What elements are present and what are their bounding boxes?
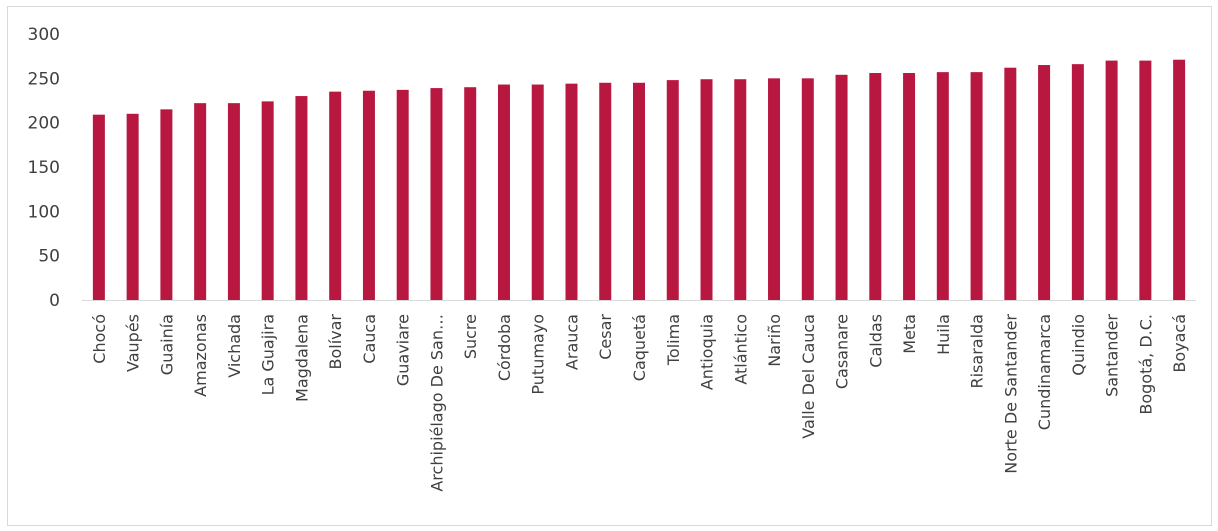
x-category-label: Cesar <box>596 314 615 360</box>
x-category-label: Santander <box>1103 314 1122 397</box>
x-category-label: Cundinamarca <box>1035 314 1054 430</box>
bar <box>92 114 105 300</box>
bar <box>835 74 848 300</box>
x-category-label: Amazonas <box>191 314 210 397</box>
x-category-label: Quindio <box>1069 314 1088 376</box>
x-category-label: Valle Del Cauca <box>799 314 818 439</box>
x-category-label: Huila <box>934 314 953 355</box>
bar <box>1004 67 1017 301</box>
bar <box>1139 60 1152 300</box>
x-category-label: Putumayo <box>529 314 548 395</box>
y-tick-label: 100 <box>28 202 60 222</box>
x-category-label: Casanare <box>833 314 852 389</box>
bar <box>464 87 477 300</box>
bar <box>936 72 949 300</box>
bar <box>565 83 578 300</box>
bar <box>497 84 510 300</box>
x-category-label: Caldas <box>866 314 885 368</box>
bar <box>734 79 747 300</box>
x-category-label: Chocó <box>90 314 109 364</box>
x-category-label: La Guajira <box>259 314 278 395</box>
x-category-label: Bogotá, D.C. <box>1136 314 1155 415</box>
y-tick-label: 200 <box>28 114 60 134</box>
bar <box>227 103 240 300</box>
bar <box>768 78 781 300</box>
bar <box>1173 59 1186 300</box>
x-category-label: Caquetá <box>630 314 649 381</box>
x-category-label: Nariño <box>765 314 784 367</box>
x-category-label: Meta <box>900 314 919 354</box>
x-category-label: Antioquia <box>698 314 717 390</box>
y-tick-label: 150 <box>28 158 60 178</box>
y-tick-label: 250 <box>28 69 60 89</box>
x-category-label: Sucre <box>461 314 480 359</box>
x-category-label: Archipiélago De San… <box>427 314 446 492</box>
x-category-label: Guaviare <box>394 314 413 386</box>
bar <box>362 90 375 300</box>
bar <box>329 91 342 300</box>
bar <box>599 82 612 301</box>
x-category-label: Magdalena <box>292 314 311 402</box>
x-category-label: Norte De Santander <box>1001 314 1020 474</box>
bar <box>666 80 679 301</box>
bar <box>194 103 207 300</box>
bar <box>970 72 983 300</box>
bar <box>396 89 409 300</box>
bar <box>633 82 645 301</box>
bar <box>430 88 443 300</box>
y-tick-label: 0 <box>49 291 60 311</box>
x-category-label: Guainía <box>157 314 176 375</box>
x-category-label: Vaupés <box>124 314 143 372</box>
x-category-label: Risaralda <box>968 314 987 389</box>
y-tick-label: 50 <box>38 247 60 267</box>
x-category-label: Arauca <box>562 314 581 370</box>
x-category-label: Boyacá <box>1170 314 1189 373</box>
bar <box>801 78 814 300</box>
x-category-label: Atlántico <box>731 314 750 385</box>
bar <box>295 96 308 300</box>
bar <box>160 109 173 300</box>
x-category-label: Bolívar <box>326 314 345 370</box>
x-category-label: Córdoba <box>495 314 514 381</box>
bar <box>1105 60 1118 300</box>
bar <box>903 73 916 300</box>
bar <box>261 101 274 301</box>
bar <box>1071 64 1084 300</box>
bar <box>700 79 713 300</box>
x-category-label: Cauca <box>360 314 379 364</box>
bar <box>1038 65 1051 301</box>
bar <box>531 84 544 300</box>
x-category-label: Vichada <box>225 314 244 378</box>
y-tick-label: 300 <box>28 25 60 45</box>
bar <box>869 73 882 300</box>
x-category-label: Tolima <box>664 314 683 366</box>
bar <box>126 113 139 300</box>
